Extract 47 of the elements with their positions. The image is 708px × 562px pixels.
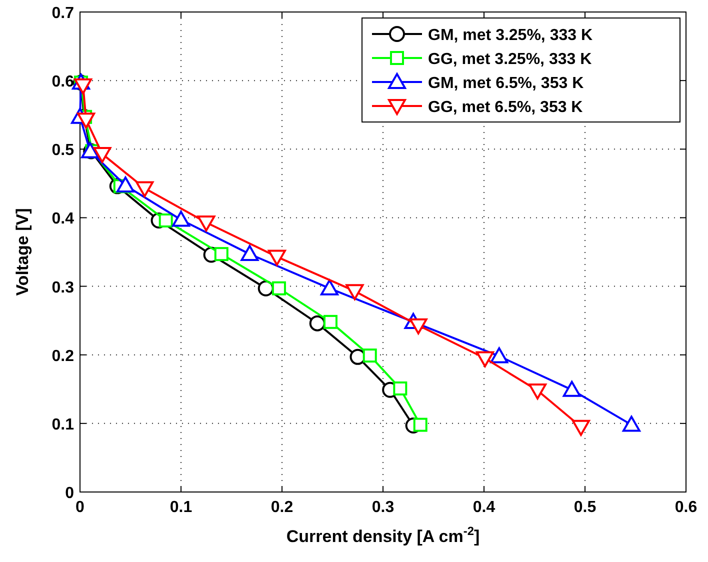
point — [323, 314, 338, 329]
point — [309, 315, 326, 332]
point — [393, 381, 408, 396]
x-tick-label: 0.5 — [574, 499, 596, 516]
legend-label: GM, met 3.25%, 333 K — [428, 27, 593, 44]
point — [413, 418, 428, 432]
x-tick-label: 0.1 — [170, 499, 192, 516]
point — [528, 384, 547, 400]
point — [622, 416, 640, 432]
point — [93, 146, 112, 163]
x-tick-label: 0 — [76, 499, 85, 516]
x-tick-label: 0.2 — [270, 499, 294, 516]
legend-label: GM, met 6.5%, 353 K — [428, 75, 584, 92]
point — [116, 176, 134, 192]
point — [214, 247, 228, 262]
legend-label: GG, met 6.5%, 353 K — [428, 99, 584, 116]
y-tick-label: 0.6 — [52, 74, 74, 91]
legend-label: GG, met 3.25%, 333 K — [428, 51, 592, 68]
y-tick-label: 0.4 — [52, 210, 74, 228]
y-tick-label: 0.3 — [52, 279, 74, 296]
point — [476, 351, 494, 368]
x-tick-label: 0.6 — [674, 499, 698, 516]
point — [572, 420, 590, 436]
point — [490, 347, 508, 364]
y-tick-label: 0.7 — [52, 5, 74, 22]
y-axis-title: Voltage [V] — [13, 208, 32, 296]
point — [197, 216, 216, 232]
point — [562, 380, 581, 397]
y-tick-label: 0.2 — [52, 348, 74, 365]
point — [320, 279, 338, 296]
point — [77, 112, 96, 129]
y-tick-label: 0.5 — [52, 142, 74, 160]
point — [172, 210, 190, 227]
point — [158, 213, 173, 228]
point — [74, 78, 92, 94]
x-tick-label: 0.3 — [372, 499, 394, 516]
point — [136, 181, 154, 198]
point — [346, 284, 364, 300]
y-tick-label: 0 — [65, 485, 74, 502]
point — [240, 245, 259, 262]
x-axis-title: Current density [A cm$^{-2}$] — [286, 524, 480, 546]
point — [362, 348, 377, 363]
point — [409, 318, 428, 334]
y-tick-label: 0.1 — [52, 416, 74, 434]
x-tick-label: 0.4 — [472, 499, 496, 516]
point — [268, 250, 286, 266]
point — [272, 281, 286, 296]
